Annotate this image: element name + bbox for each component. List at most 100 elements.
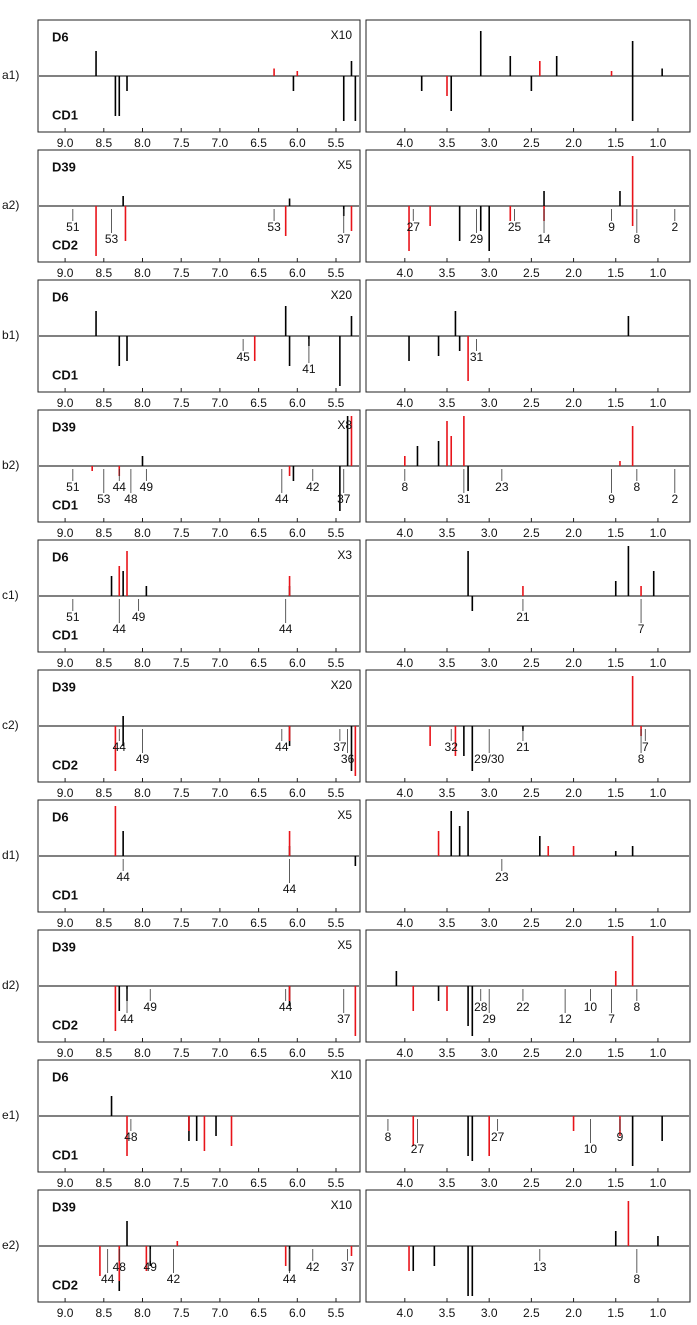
- peak-label: 28: [474, 1000, 488, 1014]
- peak-label: 8: [385, 1130, 392, 1144]
- x-tick-label: 3.5: [439, 1306, 456, 1320]
- x-tick-label: 8.0: [134, 786, 151, 800]
- x-tick-label: 9.0: [57, 1046, 74, 1060]
- x-tick-label: 4.0: [396, 1046, 413, 1060]
- x-tick-label: 6.0: [289, 396, 306, 410]
- peak-label: 41: [302, 362, 316, 376]
- x-tick-label: 3.5: [439, 786, 456, 800]
- x-tick-label: 9.0: [57, 916, 74, 930]
- scale-factor: X3: [337, 548, 352, 562]
- x-tick-label: 3.5: [439, 1176, 456, 1190]
- row-label: b2): [2, 458, 19, 472]
- peak-label: 48: [124, 492, 138, 506]
- x-tick-label: 7.5: [173, 656, 190, 670]
- x-tick-label: 9.0: [57, 656, 74, 670]
- peak-label: 7: [608, 1012, 615, 1026]
- x-tick-label: 3.5: [439, 656, 456, 670]
- x-tick-label: 6.5: [250, 136, 267, 150]
- x-tick-label: 7.0: [212, 656, 229, 670]
- peak-label: 44: [275, 740, 289, 754]
- panel-frame: [37, 929, 361, 1043]
- x-tick-label: 8.0: [134, 1046, 151, 1060]
- peak-label: 37: [337, 492, 351, 506]
- x-tick-label: 7.0: [212, 916, 229, 930]
- scale-factor: X10: [331, 28, 353, 42]
- peak-label: 9: [608, 492, 615, 506]
- bottom-sample: CD2: [52, 1277, 78, 1292]
- top-sample: D6: [52, 809, 69, 824]
- row-label: b1): [2, 328, 19, 342]
- x-tick-label: 9.0: [57, 1176, 74, 1190]
- x-tick-label: 8.0: [134, 1306, 151, 1320]
- x-tick-label: 4.0: [396, 786, 413, 800]
- x-tick-label: 1.0: [650, 916, 667, 930]
- x-tick-label: 9.0: [57, 1306, 74, 1320]
- row-label: c2): [2, 718, 19, 732]
- peak-label: 51: [66, 220, 80, 234]
- x-tick-label: 7.5: [173, 1046, 190, 1060]
- peak-label: 8: [634, 232, 641, 246]
- scale-factor: X5: [337, 938, 352, 952]
- bottom-sample: CD2: [52, 237, 78, 252]
- x-tick-label: 5.5: [328, 396, 345, 410]
- x-tick-label: 2.5: [523, 526, 540, 540]
- peak-label: 44: [113, 622, 127, 636]
- x-tick-label: 1.5: [607, 266, 624, 280]
- peak-label: 13: [533, 1260, 547, 1274]
- x-tick-label: 2.5: [523, 266, 540, 280]
- peak-label: 49: [136, 752, 150, 766]
- x-tick-label: 1.5: [607, 916, 624, 930]
- peak-label: 31: [457, 492, 471, 506]
- x-tick-label: 8.5: [95, 1306, 112, 1320]
- bottom-sample: CD2: [52, 1017, 78, 1032]
- x-tick-label: 1.0: [650, 1176, 667, 1190]
- x-tick-label: 6.0: [289, 786, 306, 800]
- panel-frame: [365, 279, 691, 393]
- top-sample: D39: [52, 159, 76, 174]
- peak-label: 8: [634, 1000, 641, 1014]
- x-tick-label: 8.0: [134, 656, 151, 670]
- x-tick-label: 8.0: [134, 396, 151, 410]
- peak-label: 44: [283, 1272, 297, 1286]
- top-sample: D6: [52, 29, 69, 44]
- row-label: d2): [2, 978, 19, 992]
- peak-label: 23: [495, 870, 509, 884]
- x-tick-label: 4.0: [396, 266, 413, 280]
- x-tick-label: 2.5: [523, 656, 540, 670]
- top-sample: D39: [52, 419, 76, 434]
- x-tick-label: 8.5: [95, 1176, 112, 1190]
- peak-label: 27: [407, 220, 421, 234]
- x-tick-label: 1.5: [607, 526, 624, 540]
- x-tick-label: 8.5: [95, 1046, 112, 1060]
- x-tick-label: 1.0: [650, 396, 667, 410]
- x-tick-label: 3.0: [481, 1046, 498, 1060]
- x-tick-label: 7.5: [173, 916, 190, 930]
- x-tick-label: 9.0: [57, 786, 74, 800]
- x-tick-label: 8.5: [95, 526, 112, 540]
- x-tick-label: 5.5: [328, 916, 345, 930]
- x-tick-label: 1.5: [607, 656, 624, 670]
- x-tick-label: 6.0: [289, 1306, 306, 1320]
- x-tick-label: 5.5: [328, 786, 345, 800]
- top-sample: D6: [52, 549, 69, 564]
- x-tick-label: 3.0: [481, 526, 498, 540]
- x-tick-label: 8.0: [134, 266, 151, 280]
- peak-label: 44: [275, 492, 289, 506]
- peak-label: 53: [267, 220, 281, 234]
- x-tick-label: 1.0: [650, 526, 667, 540]
- peak-label: 44: [116, 870, 130, 884]
- x-tick-label: 6.5: [250, 1306, 267, 1320]
- row-label: c1): [2, 588, 19, 602]
- panel-frame: [365, 799, 691, 913]
- panel-frame: [365, 1059, 691, 1173]
- panel-frame: [37, 279, 361, 393]
- x-tick-label: 1.0: [650, 1046, 667, 1060]
- x-tick-label: 6.0: [289, 1176, 306, 1190]
- peak-label: 27: [411, 1142, 425, 1156]
- bottom-sample: CD2: [52, 757, 78, 772]
- peak-label: 25: [508, 220, 522, 234]
- peak-label: 2: [671, 220, 678, 234]
- peak-label: 12: [558, 1012, 572, 1026]
- peak-label: 48: [124, 1130, 138, 1144]
- x-tick-label: 5.5: [328, 266, 345, 280]
